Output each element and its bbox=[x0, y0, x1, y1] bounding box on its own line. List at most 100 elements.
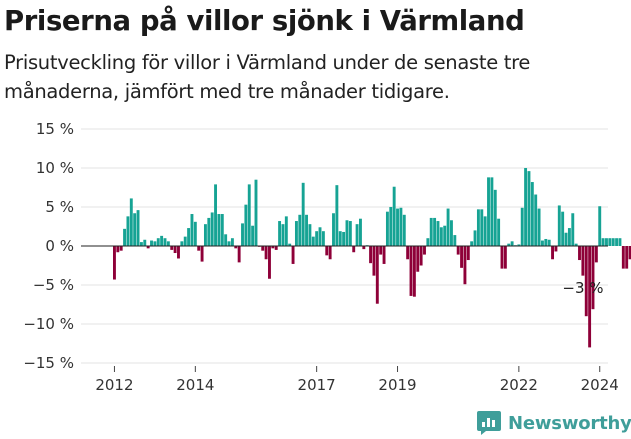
bar bbox=[456, 246, 460, 255]
bar bbox=[466, 246, 470, 261]
bar bbox=[271, 246, 275, 249]
bar bbox=[220, 214, 224, 246]
bar bbox=[443, 225, 447, 246]
bar bbox=[284, 216, 288, 246]
bar bbox=[187, 228, 191, 246]
bar bbox=[318, 227, 322, 246]
bar bbox=[463, 246, 467, 285]
bar bbox=[594, 246, 598, 263]
bar bbox=[584, 246, 588, 317]
bar bbox=[406, 246, 410, 260]
bar bbox=[146, 246, 150, 249]
bar bbox=[301, 182, 305, 246]
bar bbox=[460, 246, 464, 268]
bar bbox=[554, 246, 558, 252]
bar bbox=[359, 218, 362, 246]
bar bbox=[490, 177, 494, 246]
bar bbox=[321, 231, 325, 246]
bar bbox=[426, 238, 430, 246]
y-tick-label: 0 % bbox=[45, 237, 74, 255]
bar bbox=[254, 179, 258, 246]
bar bbox=[173, 246, 177, 254]
bar bbox=[561, 211, 565, 246]
bar bbox=[241, 223, 244, 246]
bar bbox=[497, 218, 501, 246]
bar bbox=[311, 236, 315, 246]
bar bbox=[126, 216, 130, 246]
bar bbox=[294, 221, 298, 246]
bars bbox=[113, 168, 631, 348]
bar bbox=[274, 246, 278, 250]
bar bbox=[476, 209, 480, 246]
bar bbox=[436, 221, 440, 246]
bar bbox=[200, 246, 204, 262]
bar bbox=[119, 246, 123, 251]
newsworthy-logo-text: Newsworthy bbox=[508, 412, 631, 434]
bar bbox=[163, 238, 167, 246]
bar bbox=[177, 246, 180, 259]
bar bbox=[355, 224, 359, 246]
bar bbox=[544, 238, 548, 246]
x-tick-label: 2017 bbox=[298, 376, 336, 394]
bar bbox=[372, 246, 376, 276]
newsworthy-logo-icon bbox=[477, 411, 501, 435]
y-tick-label: −15 % bbox=[23, 354, 74, 372]
bar bbox=[160, 235, 164, 246]
bar bbox=[291, 246, 295, 264]
bar bbox=[362, 246, 366, 250]
bar bbox=[402, 214, 406, 246]
y-tick-label: 10 % bbox=[36, 159, 74, 177]
bar bbox=[244, 204, 248, 246]
bar bbox=[446, 208, 450, 246]
bar bbox=[234, 246, 238, 249]
bar bbox=[601, 238, 605, 246]
bar bbox=[156, 238, 160, 246]
bar bbox=[574, 243, 578, 246]
bar bbox=[133, 213, 137, 246]
bar bbox=[399, 207, 403, 246]
bar bbox=[224, 234, 228, 246]
bar bbox=[470, 241, 474, 246]
bar bbox=[345, 220, 349, 246]
bar bbox=[180, 241, 184, 246]
bar bbox=[419, 246, 423, 266]
bar bbox=[325, 246, 329, 256]
bar bbox=[139, 242, 143, 246]
price-change-bar-chart: 15 %10 %5 %0 %−5 %−10 %−15 % 2012 2014 201… bbox=[23, 120, 631, 394]
bar bbox=[261, 246, 265, 251]
x-tick-label: 2024 bbox=[581, 376, 619, 394]
x-tick-label: 2019 bbox=[378, 376, 416, 394]
bar bbox=[342, 231, 346, 246]
bar bbox=[123, 228, 127, 246]
newsworthy-logo[interactable]: Newsworthy bbox=[476, 410, 631, 436]
bar bbox=[379, 246, 383, 255]
bar bbox=[305, 214, 308, 246]
bar bbox=[392, 186, 396, 246]
bar bbox=[483, 216, 487, 246]
bar bbox=[153, 241, 157, 246]
bar bbox=[625, 246, 629, 269]
bar bbox=[527, 171, 531, 246]
bar bbox=[540, 240, 544, 246]
bar bbox=[136, 210, 140, 246]
bar bbox=[116, 246, 120, 253]
bar bbox=[621, 246, 625, 269]
bar bbox=[298, 214, 302, 246]
bar bbox=[453, 235, 457, 246]
bar bbox=[150, 240, 153, 246]
y-tick-label: 15 % bbox=[36, 120, 74, 138]
bar bbox=[429, 217, 433, 246]
y-tick-label: −5 % bbox=[33, 276, 74, 294]
bar bbox=[389, 207, 393, 246]
bar bbox=[382, 246, 386, 264]
chart-subtitle: Prisutveckling för villor i Värmland und… bbox=[4, 51, 531, 103]
bar bbox=[237, 246, 241, 263]
bar bbox=[598, 206, 602, 246]
bar bbox=[230, 238, 234, 246]
bar bbox=[288, 243, 292, 246]
y-tick-label: −10 % bbox=[23, 315, 74, 333]
bar bbox=[480, 209, 484, 246]
bar bbox=[473, 230, 477, 246]
y-axis-labels: 15 % 10 % 5 % 0 % −5 % −10 % −15 % bbox=[23, 120, 74, 372]
x-axis-ticks bbox=[113, 366, 601, 372]
